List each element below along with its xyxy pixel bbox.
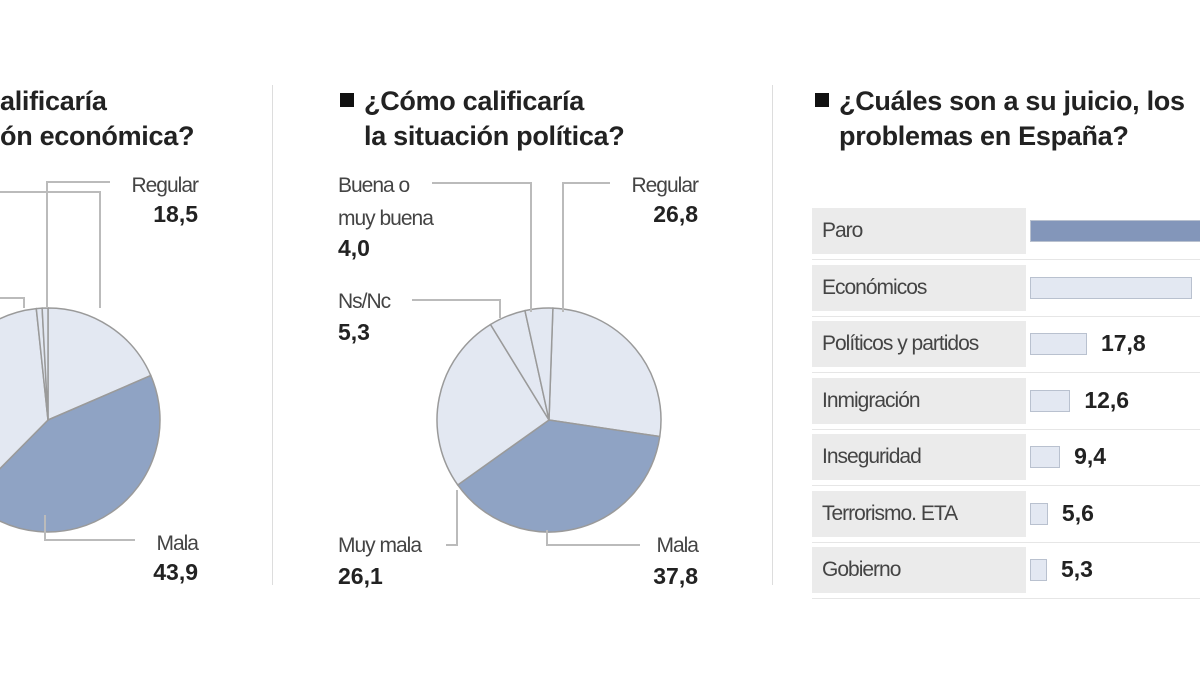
bar — [1030, 502, 1048, 525]
leader-line — [0, 191, 101, 308]
bar-value-label: 12,6 — [1084, 386, 1130, 413]
leader-line — [562, 182, 610, 312]
leader-line — [0, 297, 25, 308]
pie-slice-muy-mala — [436, 323, 551, 486]
divider — [772, 85, 773, 585]
category-label: Paro — [812, 208, 1026, 254]
slice-value-regular: 26,8 — [653, 201, 698, 227]
leader-line — [44, 515, 135, 541]
row-divider — [812, 315, 1200, 317]
slice-label-nsnc: Ns/Nc — [338, 290, 391, 313]
slice-label-mala: Mala — [156, 532, 199, 555]
slice-value-nsnc: 5,3 — [338, 319, 370, 345]
bar — [1030, 389, 1071, 412]
slice-label-buena-2: muy buena — [338, 207, 434, 230]
title-line-1: ¿Cuáles son a su juicio, los — [839, 86, 1185, 116]
row-divider — [812, 598, 1200, 599]
category-label: Terrorismo. ETA — [812, 490, 1026, 537]
category-label: Inmigración — [812, 377, 1026, 424]
pie-slice-other — [0, 307, 49, 470]
bar-value-label: 5,3 — [1060, 556, 1093, 582]
pie-charts: Regular 18,5 Mala 43,9 Regular 26,8 Buen… — [0, 174, 700, 589]
title-line-2: la situación política? — [364, 121, 625, 151]
bar-value-label: 9,4 — [1074, 443, 1107, 469]
row-divider — [812, 485, 1200, 486]
divider — [272, 85, 273, 585]
square-bullet-icon — [815, 93, 829, 107]
title-line-1: alificaría — [0, 86, 107, 116]
slice-label-buena-1: Buena o — [338, 174, 410, 197]
pie-slice-regular — [47, 307, 152, 422]
bar — [1030, 446, 1061, 468]
leader-line — [446, 490, 458, 546]
row-divider — [812, 259, 1200, 260]
economy-chart-title: alificaría ón económica? — [0, 84, 194, 154]
bar-value-label: 17,8 — [1100, 330, 1146, 356]
pie-slice-buena-o-muy-buena — [524, 307, 554, 421]
bar — [1030, 333, 1087, 355]
slice-label-muy-mala: Muy mala — [338, 534, 422, 557]
category-label: Económicos — [812, 264, 1026, 311]
slice-value-mala: 37,8 — [653, 563, 698, 589]
problems-chart-title: ¿Cuáles son a su juicio, los problemas e… — [815, 84, 1185, 154]
category-label: Políticos y partidos — [812, 321, 1026, 367]
title-line-2: ón económica? — [0, 121, 195, 151]
leader-line — [546, 530, 640, 546]
row-divider — [812, 372, 1200, 373]
pie-slice-mala — [456, 419, 661, 533]
title-line-1: ¿Cómo calificaría — [364, 86, 584, 116]
slice-label-regular: Regular — [131, 174, 199, 197]
bar — [1030, 276, 1192, 299]
leader-line — [412, 299, 501, 318]
politics-pie — [436, 307, 662, 533]
slice-value-muy-mala: 26,1 — [338, 563, 383, 589]
row-divider — [812, 541, 1200, 543]
category-label: Gobierno — [812, 547, 1026, 593]
slice-value-buena: 4,0 — [338, 235, 370, 261]
slice-label-mala: Mala — [656, 534, 699, 557]
politics-chart-title: ¿Cómo calificaría la situación política? — [340, 84, 625, 154]
pie-slice-mala — [0, 374, 161, 533]
leader-line — [46, 181, 110, 308]
slice-value-regular: 18,5 — [153, 201, 198, 227]
row-divider — [812, 428, 1200, 430]
economy-pie — [0, 307, 161, 533]
category-label: Inseguridad — [812, 434, 1026, 480]
bar — [1030, 559, 1047, 581]
square-bullet-icon — [340, 93, 354, 107]
leader-line — [432, 182, 532, 312]
bar-value-label: 5,6 — [1061, 499, 1094, 526]
slice-value-mala: 43,9 — [153, 559, 198, 585]
bar — [1030, 220, 1200, 242]
slice-label-regular: Regular — [631, 174, 699, 197]
pie-slice-regular — [548, 307, 662, 438]
title-line-2: problemas en España? — [839, 121, 1129, 151]
